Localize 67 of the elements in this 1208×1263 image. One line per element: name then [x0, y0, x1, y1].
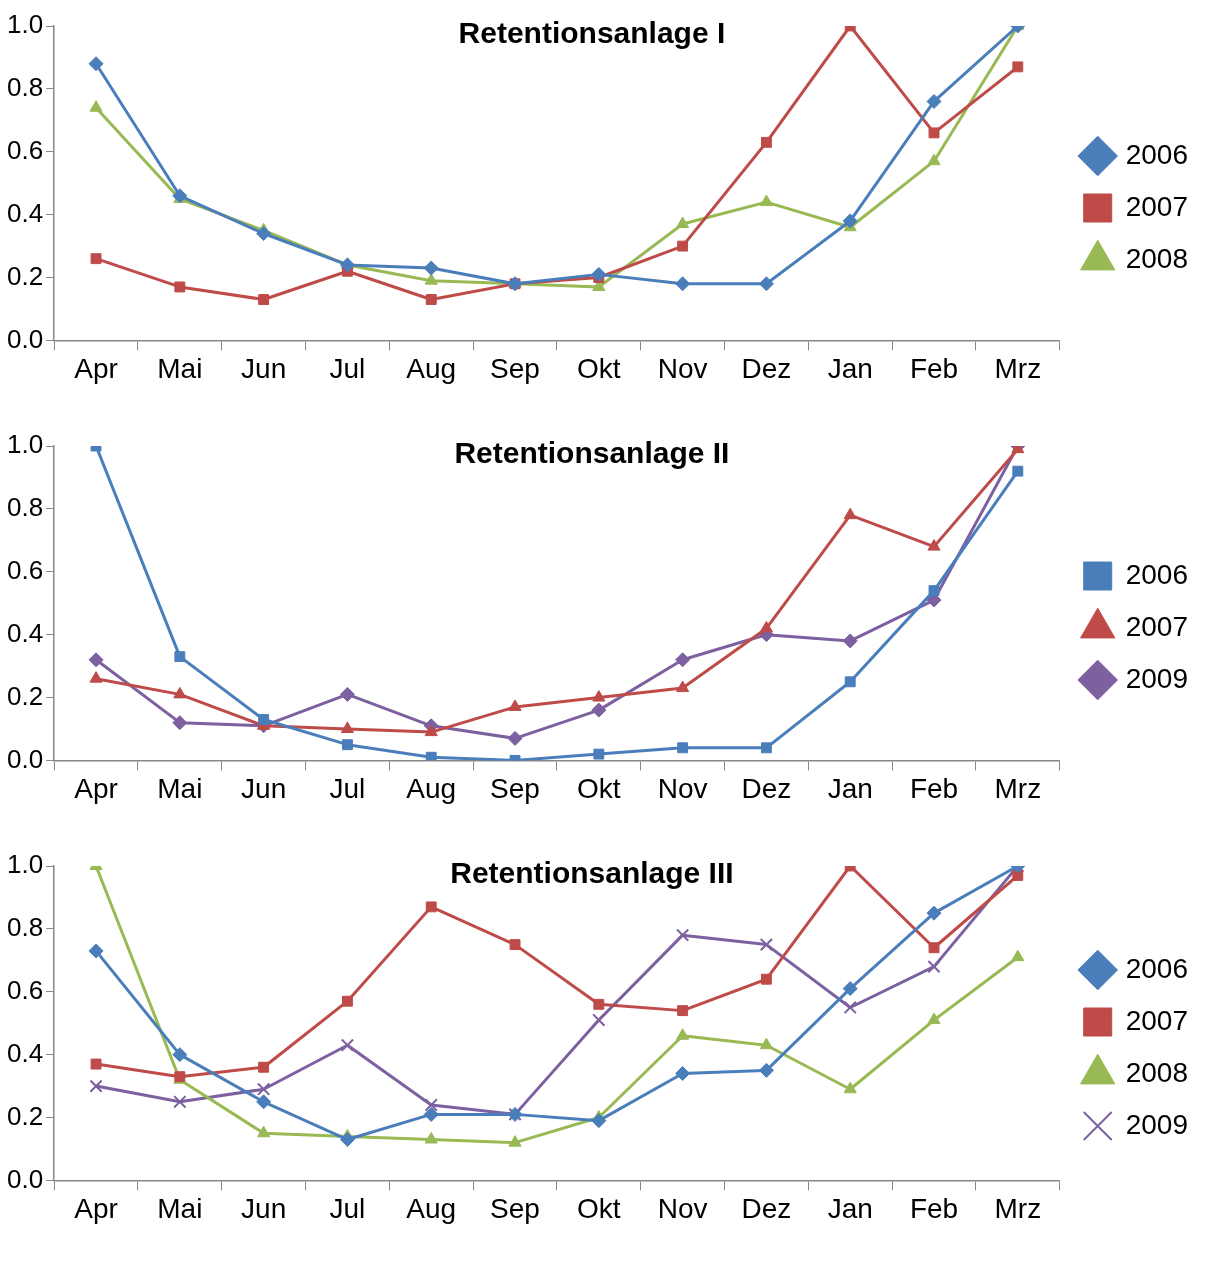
- x-tick-label: Feb: [909, 352, 959, 384]
- y-tick-label: 0.2: [6, 680, 44, 711]
- y-tick-label: 1.0: [6, 849, 44, 880]
- x-tick-label: Dez: [741, 772, 792, 804]
- x-tick-label: Mai: [157, 1192, 203, 1224]
- x-tick-label: Sep: [490, 352, 540, 384]
- x-tick-label: Dez: [741, 352, 792, 384]
- legend-label: 2009: [1125, 662, 1189, 694]
- x-tick-label: Jun: [241, 1192, 287, 1224]
- chart-title: Retentionsanlage II: [454, 436, 730, 470]
- legend-label: 2006: [1125, 952, 1189, 984]
- x-tick-label: Mrz: [994, 1192, 1042, 1224]
- x-tick-label: Jan: [827, 352, 873, 384]
- x-tick-label: Jan: [827, 772, 873, 804]
- chart-title: Retentionsanlage III: [450, 856, 734, 890]
- y-tick-label: 0.2: [6, 260, 44, 291]
- y-tick-label: 0.8: [6, 912, 44, 943]
- x-tick-label: Jul: [329, 352, 366, 384]
- x-tick-label: Aug: [406, 1192, 457, 1224]
- y-tick-label: 0.0: [6, 323, 44, 354]
- y-tick-label: 0.6: [6, 974, 44, 1005]
- legend-label: 2007: [1125, 190, 1189, 222]
- legend-label: 2008: [1125, 242, 1189, 274]
- x-tick-label: Nov: [657, 772, 708, 804]
- x-tick-label: Okt: [577, 1192, 621, 1224]
- x-tick-label: Sep: [490, 1192, 540, 1224]
- y-tick-label: 0.6: [6, 134, 44, 165]
- x-tick-label: Mai: [157, 772, 203, 804]
- y-tick-label: 0.0: [6, 743, 44, 774]
- x-tick-label: Mai: [157, 352, 203, 384]
- x-tick-label: Nov: [657, 352, 708, 384]
- x-tick-label: Aug: [406, 352, 457, 384]
- legend-label: 2009: [1125, 1108, 1189, 1140]
- x-tick-label: Mrz: [994, 352, 1042, 384]
- y-tick-label: 0.2: [6, 1100, 44, 1131]
- x-tick-label: Okt: [577, 772, 621, 804]
- y-tick-label: 0.8: [6, 492, 44, 523]
- x-tick-label: Nov: [657, 1192, 708, 1224]
- y-tick-label: 0.4: [6, 617, 44, 648]
- legend-label: 2006: [1125, 558, 1189, 590]
- x-tick-label: Mrz: [994, 772, 1042, 804]
- x-tick-label: Apr: [74, 1192, 118, 1224]
- x-tick-label: Sep: [490, 772, 540, 804]
- x-tick-label: Jul: [329, 772, 366, 804]
- legend-label: 2006: [1125, 138, 1189, 170]
- y-tick-label: 0.8: [6, 72, 44, 103]
- x-tick-label: Jun: [241, 772, 287, 804]
- y-tick-label: 0.4: [6, 1037, 44, 1068]
- legend-label: 2007: [1125, 610, 1189, 642]
- x-tick-label: Jun: [241, 352, 287, 384]
- x-tick-label: Apr: [74, 772, 118, 804]
- y-tick-label: 0.6: [6, 554, 44, 585]
- x-tick-label: Okt: [577, 352, 621, 384]
- y-tick-label: 0.0: [6, 1163, 44, 1194]
- legend-label: 2008: [1125, 1056, 1189, 1088]
- x-tick-label: Apr: [74, 352, 118, 384]
- chart-title: Retentionsanlage I: [458, 16, 726, 50]
- y-tick-label: 1.0: [6, 429, 44, 460]
- x-tick-label: Aug: [406, 772, 457, 804]
- x-tick-label: Dez: [741, 1192, 792, 1224]
- y-tick-label: 1.0: [6, 9, 44, 40]
- y-tick-label: 0.4: [6, 197, 44, 228]
- x-tick-label: Jan: [827, 1192, 873, 1224]
- x-tick-label: Jul: [329, 1192, 366, 1224]
- legend-label: 2007: [1125, 1004, 1189, 1036]
- x-tick-label: Feb: [909, 1192, 959, 1224]
- x-tick-label: Feb: [909, 772, 959, 804]
